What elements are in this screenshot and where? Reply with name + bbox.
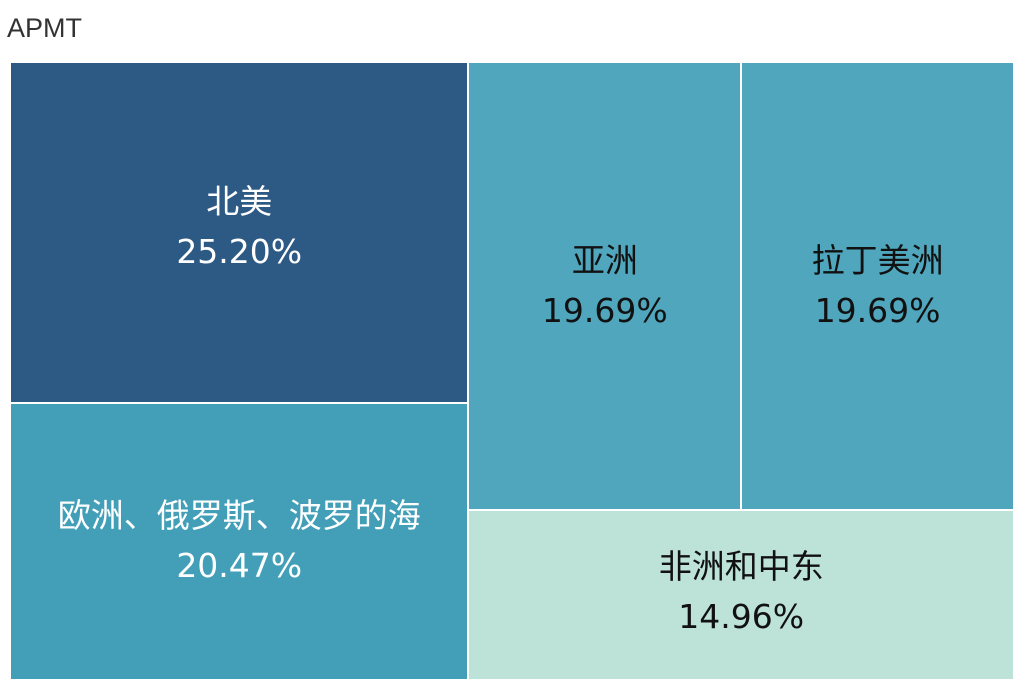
treemap-tile: 拉丁美洲 19.69% (741, 62, 1014, 510)
tile-label: 亚洲 (571, 240, 638, 280)
treemap: 北美 25.20% 欧洲、俄罗斯、波罗的海 20.47% 亚洲 19.69% 拉丁美洲 19.… (10, 62, 1014, 680)
treemap-tile: 北美 25.20% (10, 62, 469, 403)
treemap-tile: 非洲和中东 14.96% (468, 509, 1014, 680)
tile-value: 14.96% (678, 596, 805, 636)
tile-label: 欧洲、俄罗斯、波罗的海 (57, 496, 421, 536)
tile-label: 拉丁美洲 (811, 240, 944, 280)
tile-value: 20.47% (176, 546, 303, 586)
tile-value: 19.69% (814, 290, 941, 330)
chart-title: APMT (7, 13, 83, 43)
treemap-tile: 欧洲、俄罗斯、波罗的海 20.47% (10, 403, 469, 680)
tile-value: 25.20% (176, 231, 303, 271)
tile-label: 非洲和中东 (658, 546, 824, 586)
treemap-tile: 亚洲 19.69% (468, 62, 742, 510)
tile-label: 北美 (206, 181, 273, 221)
tile-value: 19.69% (541, 290, 668, 330)
